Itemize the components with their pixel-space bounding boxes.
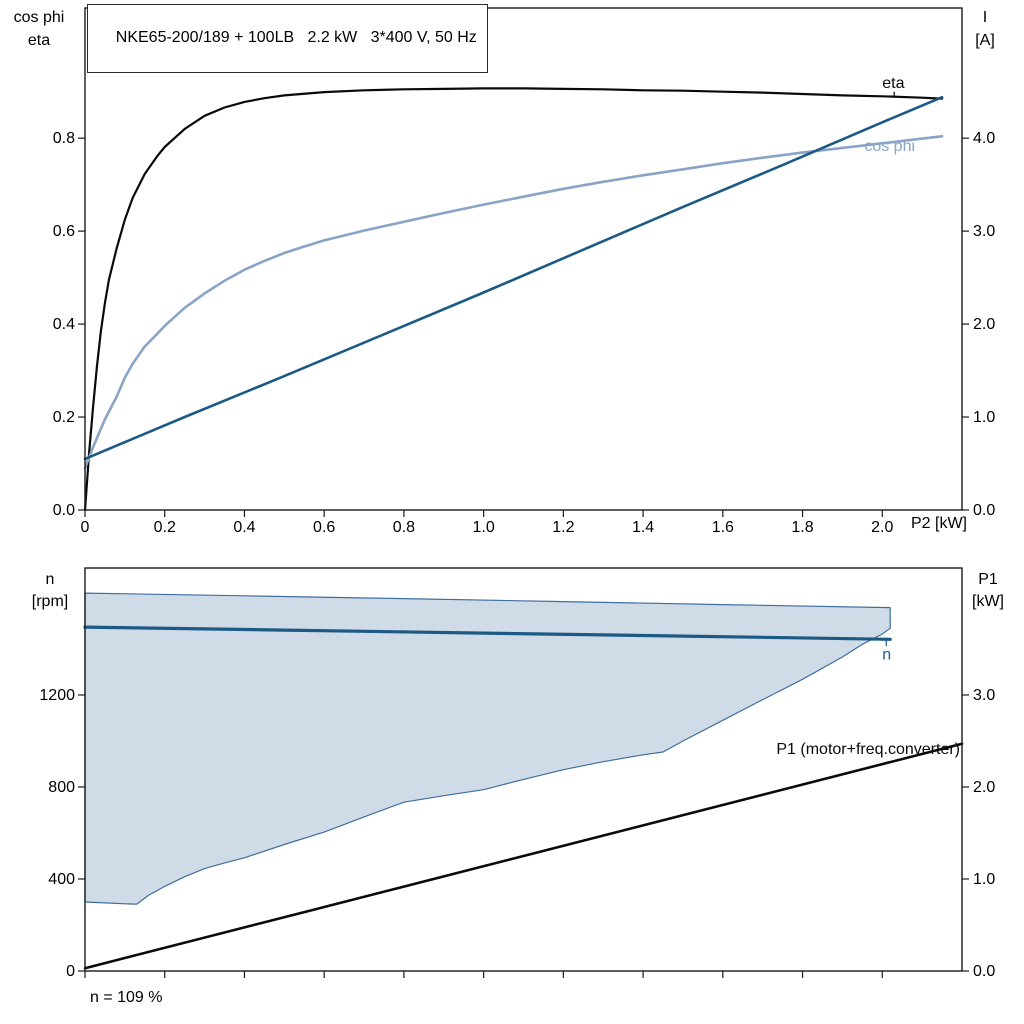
x-tick-label: 1.0 xyxy=(473,519,495,536)
eta-label: eta xyxy=(882,75,904,92)
chart-layers: 0 0.2 0.4 0.6 0.8 1.0 1.2 1.4 1.6 1.8 2.0 0.0 0.2 0.4… xyxy=(39,7,995,980)
left-y-tick-label: 1200 xyxy=(39,687,75,704)
left-y-tick-label: 0.8 xyxy=(53,130,75,147)
top-chart-right-axis-label-current: I xyxy=(983,9,987,26)
bottom-chart-right-axis-unit-kw: [kW] xyxy=(972,593,1004,610)
right-y-tick-label: 0.0 xyxy=(973,963,995,980)
chart-layer-1: 0 400 800 1200 0.0 1.0 2.0 3.0 n P1 (motor+freq.c… xyxy=(39,567,995,980)
chart-layer-0: 0 0.2 0.4 0.6 0.8 1.0 1.2 1.4 1.6 1.8 2.0 0.0 0.2 0.4… xyxy=(53,7,995,536)
x-tick-label: 2.0 xyxy=(871,519,893,536)
chart-title: NKE65-200/189 + 100LB 2.2 kW 3*400 V, 50… xyxy=(115,29,477,46)
left-y-tick-label: 800 xyxy=(48,779,75,796)
top-chart-left-axis-label-eta: eta xyxy=(28,32,50,49)
top-chart-right-axis-unit-amps: [A] xyxy=(975,32,995,49)
current-curve xyxy=(83,95,944,461)
x-tick-label: 1.6 xyxy=(712,519,734,536)
right-y-tick-label: 1.0 xyxy=(973,409,995,426)
left-y-tick-label: 0 xyxy=(66,963,75,980)
p1-curve xyxy=(83,742,964,970)
bottom-chart-right-axis-label-p1: P1 xyxy=(978,571,998,588)
left-y-tick-label: 0.0 xyxy=(53,502,75,519)
right-y-tick-label: 2.0 xyxy=(973,316,995,333)
x-tick-label: 0 xyxy=(81,519,90,536)
left-y-tick-label: 400 xyxy=(48,871,75,888)
n-label: n xyxy=(882,646,891,663)
speed-range-band xyxy=(84,592,891,905)
speed-curve xyxy=(83,625,892,641)
x-tick-label: 1.2 xyxy=(552,519,574,536)
right-y-tick-label: 3.0 xyxy=(973,223,995,240)
speed-percentage-footnote: n = 109 % xyxy=(90,989,163,1006)
x-tick-label: 1.8 xyxy=(791,519,813,536)
eta-curve xyxy=(83,87,944,512)
bottom-chart-left-axis-unit-rpm: [rpm] xyxy=(32,593,68,610)
x-tick-label: 0.6 xyxy=(313,519,335,536)
chart-title-box: NKE65-200/189 + 100LB 2.2 kW 3*400 V, 50… xyxy=(87,4,488,73)
x-tick-label: 0.2 xyxy=(154,519,176,536)
right-y-tick-label: 0.0 xyxy=(973,502,995,519)
cos-phi-curve xyxy=(83,135,944,470)
right-y-tick-label: 1.0 xyxy=(973,871,995,888)
plot-frame-1 xyxy=(84,567,963,972)
right-y-tick-label: 4.0 xyxy=(973,130,995,147)
cos-phi-label: cos phi xyxy=(864,138,915,155)
x-tick-label: 0.8 xyxy=(393,519,415,536)
top-chart-x-axis-label-p2: P2 [kW] xyxy=(911,515,967,532)
left-y-tick-label: 0.2 xyxy=(53,409,75,426)
x-tick-label: 1.4 xyxy=(632,519,654,536)
left-y-tick-label: 0.6 xyxy=(53,223,75,240)
p1-label: P1 (motor+freq.converter) xyxy=(776,741,960,758)
left-y-tick-label: 0.4 xyxy=(53,316,75,333)
bottom-chart-left-axis-label-n: n xyxy=(46,571,55,588)
top-chart-left-axis-label-cos-phi: cos phi xyxy=(14,9,65,26)
plot-frame-0 xyxy=(84,7,963,511)
x-tick-label: 0.4 xyxy=(233,519,255,536)
right-y-tick-label: 2.0 xyxy=(973,779,995,796)
right-y-tick-label: 3.0 xyxy=(973,687,995,704)
